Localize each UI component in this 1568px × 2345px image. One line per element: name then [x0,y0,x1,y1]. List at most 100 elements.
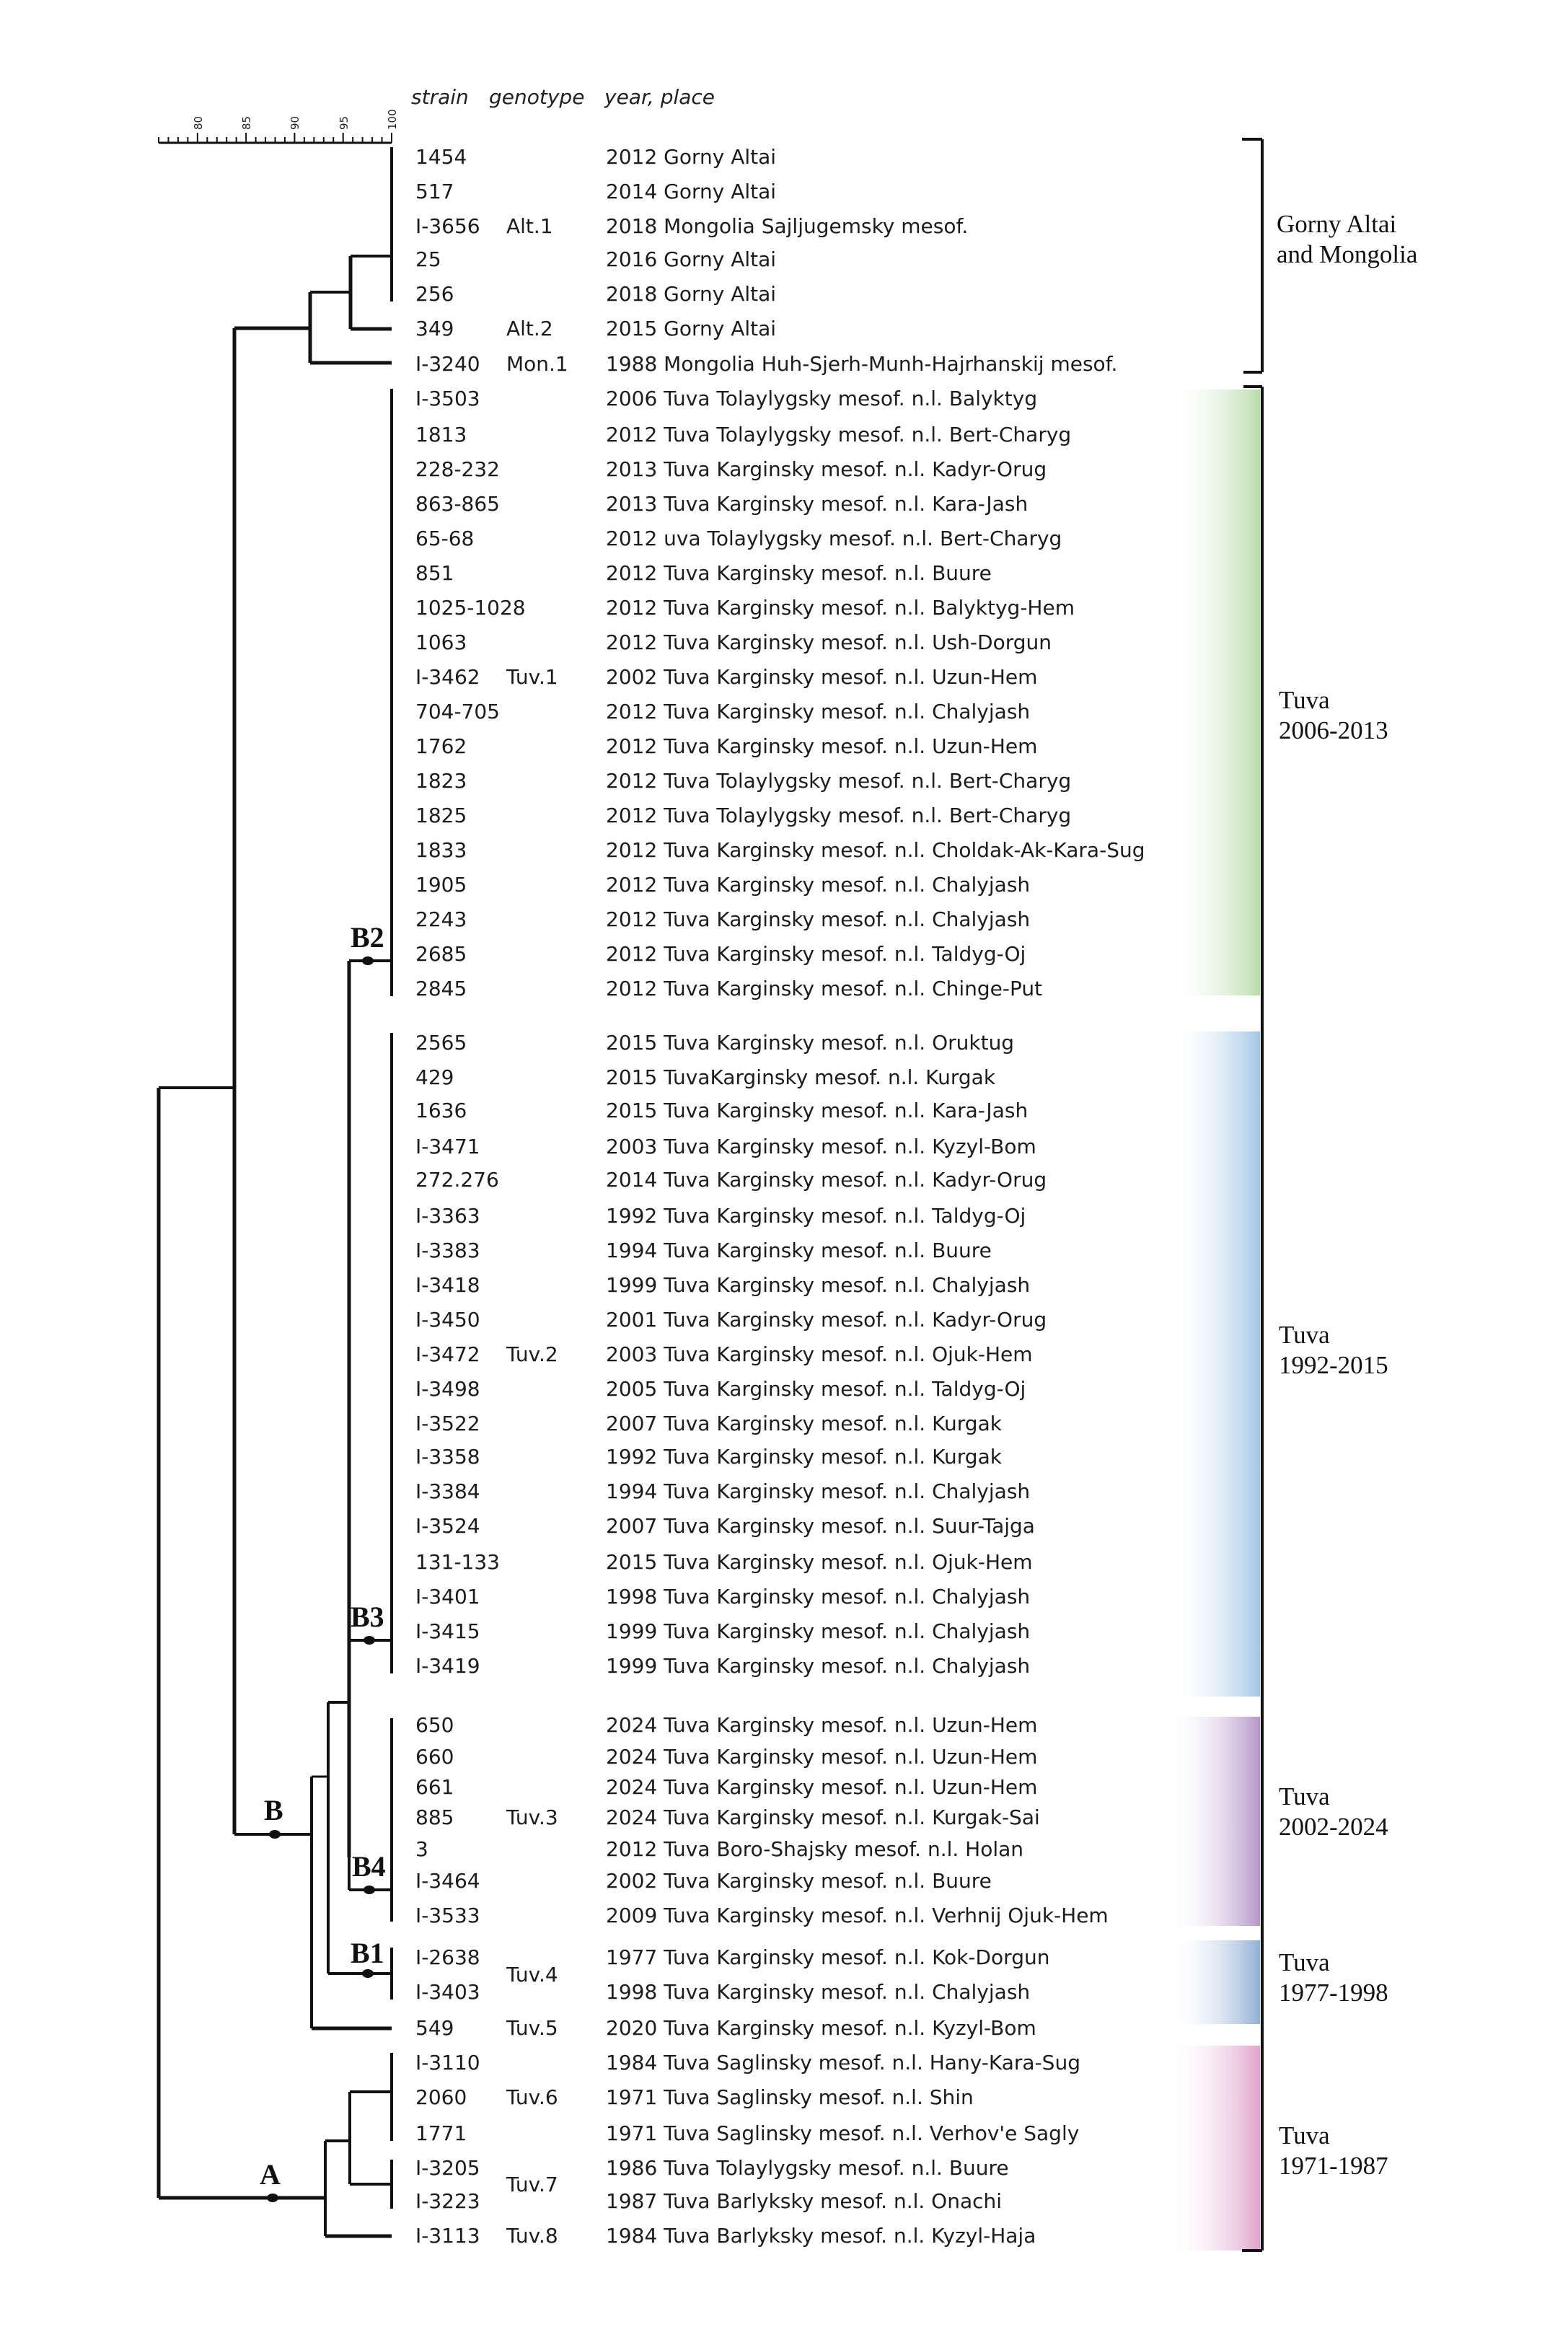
year-place: 1977 Tuva Karginsky mesof. n.l. Kok-Dorg… [606,1945,1050,1969]
strain-id: 349 [415,317,454,340]
strain-id: 272.276 [415,1168,499,1192]
year-place: 2015 Gorny Altai [606,317,777,340]
strain-id: 650 [415,1713,454,1737]
year-place: 1999 Tuva Karginsky mesof. n.l. Chalyjas… [606,1619,1031,1643]
node-label-b4: B4 [352,1850,386,1883]
node-b2-marker [362,956,374,965]
year-place: 2012 uva Tolaylygsky mesof. n.l. Bert-Ch… [606,527,1062,550]
year-place: 2024 Tuva Karginsky mesof. n.l. Uzun-Hem [606,1775,1038,1799]
scale-tick-label: 100 [386,109,399,130]
genotype-label: Alt.1 [506,214,553,238]
year-place: 2024 Tuva Karginsky mesof. n.l. Kurgak-S… [606,1805,1040,1829]
year-place: 1994 Tuva Karginsky mesof. n.l. Chalyjas… [606,1479,1031,1503]
strain-id: 65-68 [415,527,475,550]
year-place: 1999 Tuva Karginsky mesof. n.l. Chalyjas… [606,1273,1031,1297]
year-place: 2015 Tuva Karginsky mesof. n.l. Oruktug [606,1031,1015,1055]
year-place: 2013 Tuva Karginsky mesof. n.l. Kara-Jas… [606,492,1029,516]
year-place: 2012 Tuva Karginsky mesof. n.l. Chinge-P… [606,977,1043,1000]
strain-id: 2565 [415,1031,467,1055]
year-place: 2012 Tuva Karginsky mesof. n.l. Taldyg-O… [606,942,1026,966]
group-label-line: Tuva [1279,2121,1330,2150]
strain-id: 851 [415,561,454,585]
year-place: 2018 Mongolia Sajljugemsky mesof. [606,214,969,238]
strain-id: I-3471 [415,1135,480,1158]
year-place: 2015 Tuva Karginsky mesof. n.l. Kara-Jas… [606,1099,1029,1122]
strain-id: 517 [415,180,454,203]
node-b4-marker [364,1886,375,1894]
header-genotype: genotype [489,85,585,109]
group-label: Tuva 1971-1987 [1279,2121,1388,2181]
year-place: 2013 Tuva Karginsky mesof. n.l. Kadyr-Or… [606,457,1047,481]
strain-id: I-3524 [415,1514,480,1538]
strain-id: I-2638 [415,1945,480,1969]
strain-id: 1813 [415,423,467,446]
year-place: 2001 Tuva Karginsky mesof. n.l. Kadyr-Or… [606,1308,1047,1332]
strain-id: I-3464 [415,1869,480,1893]
node-b1-marker [362,1969,374,1978]
genotype-label: Tuv.2 [506,1342,558,1366]
year-place: 2016 Gorny Altai [606,247,777,271]
year-place: 2005 Tuva Karginsky mesof. n.l. Taldyg-O… [606,1377,1026,1401]
year-place: 2007 Tuva Karginsky mesof. n.l. Kurgak [606,1412,1002,1435]
year-place: 2024 Tuva Karginsky mesof. n.l. Uzun-Hem [606,1745,1038,1769]
year-place: 1971 Tuva Saglinsky mesof. n.l. Verhov'e… [606,2121,1080,2145]
strain-id: 885 [415,1805,454,1829]
group-label: Tuva 1992-2015 [1279,1320,1388,1381]
year-place: 2003 Tuva Karginsky mesof. n.l. Kyzyl-Bo… [606,1135,1036,1158]
strain-id: 3 [415,1837,428,1861]
year-place: 2018 Gorny Altai [606,282,777,306]
year-place: 2012 Tuva Karginsky mesof. n.l. Chalyjas… [606,907,1031,931]
genotype-label: Tuv.8 [506,2224,558,2248]
node-label-a: A [260,2158,281,2191]
year-place: 2014 Tuva Karginsky mesof. n.l. Kadyr-Or… [606,1168,1047,1192]
strain-id: 1833 [415,838,467,862]
strain-id: I-3472 [415,1342,480,1366]
genotype-label: Tuv.4 [506,1963,558,1987]
group-color-bar [1168,1717,1260,1926]
year-place: 2012 Tuva Tolaylygsky mesof. n.l. Bert-C… [606,423,1072,446]
strain-id: 863-865 [415,492,500,516]
strain-id: 1825 [415,804,467,827]
year-place: 2012 Tuva Karginsky mesof. n.l. Uzun-Hem [606,734,1038,758]
group-label: Tuva 1977-1998 [1279,1948,1388,2008]
group-label: Gorny Altai and Mongolia [1277,209,1417,270]
node-a-marker [267,2194,278,2202]
year-place: 2007 Tuva Karginsky mesof. n.l. Suur-Taj… [606,1514,1035,1538]
year-place: 1988 Mongolia Huh-Sjerh-Munh-Hajrhanskij… [606,352,1118,376]
year-place: 1987 Tuva Barlyksky mesof. n.l. Onachi [606,2189,1003,2213]
group-label-line: Tuva [1279,686,1330,714]
header-strain: strain [411,85,469,109]
year-place: 1971 Tuva Saglinsky mesof. n.l. Shin [606,2085,974,2109]
node-label-b: B [264,1794,283,1826]
year-place: 2015 TuvaKarginsky mesof. n.l. Kurgak [606,1065,996,1089]
strain-id: 1454 [415,145,467,169]
year-place: 2015 Tuva Karginsky mesof. n.l. Ojuk-Hem [606,1550,1033,1574]
year-place: 2012 Tuva Boro-Shajsky mesof. n.l. Holan [606,1837,1024,1861]
strain-id: 1636 [415,1099,467,1122]
strain-id: I-3401 [415,1585,480,1609]
node-b3-marker [364,1636,375,1645]
node-label-b2: B2 [351,921,384,954]
strain-id: I-3358 [415,1445,480,1469]
strain-id: I-3363 [415,1204,480,1228]
group-label-line: 1977-1998 [1279,1979,1388,2007]
group-label-line: 2006-2013 [1279,716,1388,744]
strain-id: I-3533 [415,1904,480,1927]
year-place: 1984 Tuva Barlyksky mesof. n.l. Kyzyl-Ha… [606,2224,1036,2248]
group-label-line: 1992-2015 [1279,1351,1388,1379]
genotype-label: Tuv.5 [506,2016,558,2040]
group-label: Tuva 2002-2024 [1279,1782,1388,1842]
strain-id: I-3419 [415,1654,480,1678]
strain-id: 131-133 [415,1550,500,1574]
year-place: 2014 Gorny Altai [606,180,777,203]
year-place: 2012 Tuva Karginsky mesof. n.l. Chalyjas… [606,700,1031,723]
strain-id: I-3462 [415,665,480,689]
year-place: 1998 Tuva Karginsky mesof. n.l. Chalyjas… [606,1585,1031,1609]
strain-id: I-3503 [415,387,480,410]
year-place: 2012 Tuva Karginsky mesof. n.l. Buure [606,561,992,585]
strain-id: I-3240 [415,352,480,376]
strain-id: 704-705 [415,700,500,723]
year-place: 1999 Tuva Karginsky mesof. n.l. Chalyjas… [606,1654,1031,1678]
